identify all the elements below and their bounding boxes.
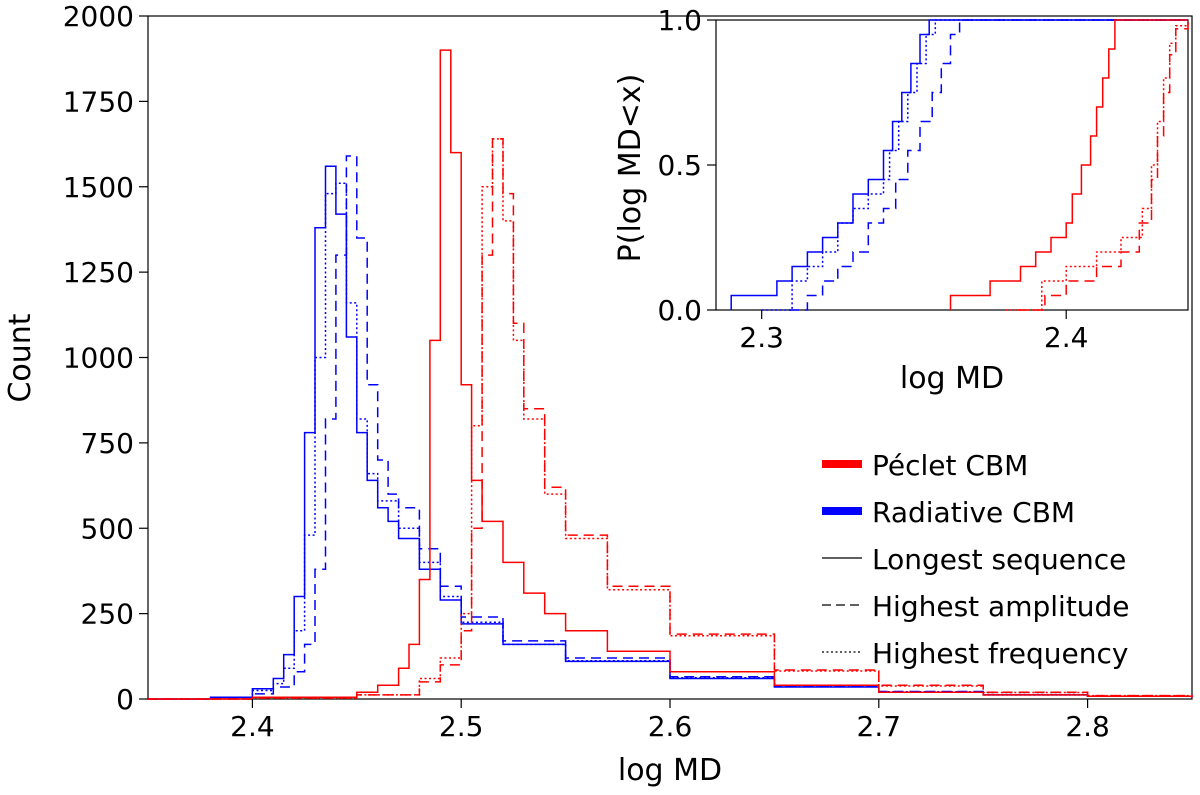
inset-x-ticks: 2.3 2.4: [739, 310, 1088, 354]
inset-x-tick-label: 2.4: [1044, 321, 1089, 354]
inset-series-5: [1005, 20, 1189, 311]
main-y-tick-label: 750: [81, 427, 134, 460]
main-y-tick-label: 250: [81, 598, 134, 631]
inset-series-2: [761, 19, 1188, 311]
main-x-tick-label: 2.7: [857, 710, 902, 743]
main-series-5: [148, 138, 1193, 700]
inset-series-group: [730, 19, 1189, 311]
inset-y-tick-label: 0.0: [657, 294, 702, 327]
inset-x-tick-label: 2.3: [739, 321, 784, 354]
inset-series-0: [730, 19, 1188, 310]
inset-y-axis-label: P(log MD<x): [613, 74, 648, 263]
legend-label-longest: Longest sequence: [872, 543, 1126, 576]
legend-entry-amplitude: Highest amplitude: [822, 590, 1130, 623]
main-y-tick-label: 1750: [63, 85, 134, 118]
main-y-tick-label: 1000: [63, 342, 134, 375]
legend: Péclet CBM Radiative CBM Longest sequenc…: [822, 449, 1130, 670]
inset-x-axis-label: log MD: [900, 361, 1004, 396]
legend-entry-frequency: Highest frequency: [822, 637, 1128, 670]
main-x-axis-label: log MD: [618, 753, 722, 788]
legend-label-frequency: Highest frequency: [872, 637, 1128, 670]
main-y-tick-label: 500: [81, 512, 134, 545]
legend-label-amplitude: Highest amplitude: [872, 590, 1130, 623]
inset-y-tick-label: 1.0: [657, 4, 702, 37]
main-x-ticks: 2.4 2.5 2.6 2.7 2.8: [230, 699, 1110, 743]
main-histogram-panel: 2.4 2.5 2.6 2.7 2.8 0 250 500 750 1000 1250 1500 17…: [3, 0, 1193, 788]
legend-label-peclet: Péclet CBM: [872, 449, 1028, 482]
inset-plot-frame: [715, 19, 1189, 311]
main-y-tick-label: 1500: [63, 171, 134, 204]
main-x-tick-label: 2.5: [439, 710, 484, 743]
legend-entry-peclet: Péclet CBM: [822, 449, 1028, 482]
inset-series-1: [789, 19, 1188, 311]
inset-cdf-panel: 2.3 2.4 0.0 0.5 1.0 log MD P(log MD<x): [613, 4, 1189, 396]
inset-y-tick-label: 0.5: [657, 149, 702, 182]
main-x-tick-label: 2.6: [648, 710, 693, 743]
main-x-tick-label: 2.8: [1065, 710, 1110, 743]
main-series-group: [148, 49, 1193, 700]
inset-y-ticks: 0.0 0.5 1.0: [657, 4, 716, 327]
inset-series-3: [949, 19, 1188, 310]
legend-label-radiative: Radiative CBM: [872, 496, 1075, 529]
legend-entry-longest: Longest sequence: [822, 543, 1126, 576]
main-x-tick-label: 2.4: [230, 710, 275, 743]
main-y-tick-label: 1250: [63, 256, 134, 289]
main-y-tick-label: 2000: [63, 0, 134, 33]
main-y-ticks: 0 250 500 750 1000 1250 1500 1750 2000: [63, 0, 148, 716]
legend-entry-radiative: Radiative CBM: [822, 496, 1075, 529]
main-y-tick-label: 0: [116, 683, 134, 716]
main-y-axis-label: Count: [3, 313, 38, 402]
inset-series-4: [1017, 20, 1189, 311]
